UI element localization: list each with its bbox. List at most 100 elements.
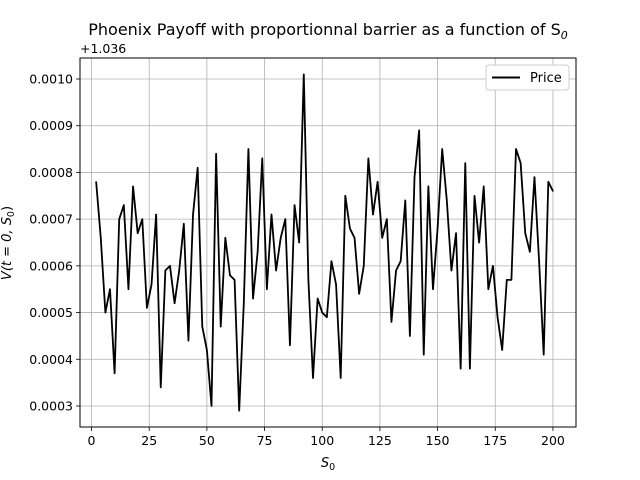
y-tick-label: 0.0005: [29, 305, 73, 320]
x-tick-label: 125: [368, 433, 392, 448]
data-point: [104, 311, 106, 314]
data-point: [552, 190, 554, 192]
data-point: [460, 368, 462, 370]
data-point: [109, 288, 111, 290]
data-point: [183, 223, 185, 225]
data-point: [330, 260, 333, 262]
data-point: [515, 148, 517, 150]
data-point: [100, 237, 102, 239]
data-point: [312, 377, 314, 379]
data-point: [446, 199, 448, 202]
data-point: [307, 279, 309, 281]
data-point: [478, 241, 480, 244]
data-point: [247, 148, 250, 150]
data-point: [529, 251, 531, 253]
data-point: [160, 386, 162, 388]
data-point: [252, 297, 254, 300]
data-point: [257, 251, 259, 253]
y-tick-label: 0.0006: [29, 258, 73, 273]
x-tick-label: 50: [199, 433, 215, 448]
y-tick-label: 0.0010: [29, 72, 73, 87]
data-point: [363, 265, 365, 267]
y-tick-label: 0.0009: [29, 118, 73, 133]
chart-title: Phoenix Payoff with proportionnal barrie…: [88, 20, 568, 42]
data-point: [146, 307, 148, 309]
x-tick-label: 75: [257, 433, 273, 448]
data-point: [215, 153, 217, 155]
data-point: [220, 325, 222, 328]
x-tick-label: 175: [483, 433, 507, 448]
x-tick-label: 200: [541, 433, 565, 448]
y-tick-label: 0.0004: [29, 352, 73, 367]
data-point: [390, 321, 393, 323]
data-point: [169, 265, 171, 267]
data-point: [377, 181, 379, 183]
data-point: [137, 232, 139, 234]
data-point: [492, 265, 494, 267]
data-point: [547, 181, 549, 183]
data-point: [524, 232, 526, 234]
data-point: [210, 405, 213, 407]
data-point: [317, 297, 319, 300]
data-point: [520, 162, 522, 164]
data-point: [413, 176, 416, 178]
data-point: [201, 325, 203, 328]
data-point: [284, 218, 286, 220]
data-point: [293, 204, 296, 206]
data-point: [409, 335, 411, 337]
data-point: [164, 269, 166, 272]
data-point: [501, 349, 503, 351]
data-point: [436, 227, 439, 230]
x-tick-label: 25: [141, 433, 157, 448]
y-axis-label: V(t = 0, S0): [0, 206, 17, 280]
data-point: [510, 279, 512, 281]
data-point: [233, 279, 236, 281]
data-point: [483, 185, 485, 188]
series-layer: [95, 73, 554, 412]
data-point: [400, 260, 402, 262]
data-point: [197, 167, 199, 169]
data-point: [173, 302, 176, 304]
data-point: [321, 311, 323, 314]
data-point: [533, 176, 536, 178]
data-point: [432, 288, 434, 290]
data-point: [506, 279, 508, 281]
data-point: [395, 269, 397, 272]
data-point: [418, 129, 420, 131]
data-point: [450, 269, 453, 272]
data-point: [386, 218, 388, 220]
data-point: [473, 195, 476, 197]
data-point: [496, 316, 499, 318]
data-point: [155, 213, 157, 216]
data-point: [353, 237, 356, 239]
data-point: [229, 274, 231, 276]
x-tick-label: 100: [310, 433, 334, 448]
x-axis-ticks: 0 25 50 75 100 125 150 175 200: [88, 427, 565, 448]
data-point: [192, 213, 194, 216]
data-point: [123, 204, 125, 206]
grid: [80, 58, 576, 427]
y-offset-label: +1.036: [80, 41, 126, 56]
y-tick-label: 0.0008: [29, 165, 73, 180]
legend: Price: [485, 64, 570, 91]
y-tick-label: 0.0007: [29, 212, 73, 227]
data-point: [326, 316, 328, 318]
data-point: [538, 260, 540, 262]
data-point: [238, 410, 240, 412]
data-point: [340, 377, 342, 379]
data-point: [270, 213, 273, 216]
data-point: [441, 148, 443, 150]
y-axis-ticks: 0.0003 0.0004 0.0005 0.0006 0.0007 0.0008 0.00…: [29, 72, 80, 413]
data-point: [404, 199, 406, 202]
data-point: [132, 185, 134, 188]
data-point: [261, 157, 263, 160]
data-point: [187, 339, 190, 342]
data-point: [487, 288, 489, 290]
series-line-price: [95, 73, 554, 412]
data-point: [427, 185, 429, 188]
x-axis-label: S0: [321, 456, 335, 473]
data-point: [95, 181, 97, 183]
data-point: [349, 227, 351, 230]
data-point: [118, 218, 120, 220]
